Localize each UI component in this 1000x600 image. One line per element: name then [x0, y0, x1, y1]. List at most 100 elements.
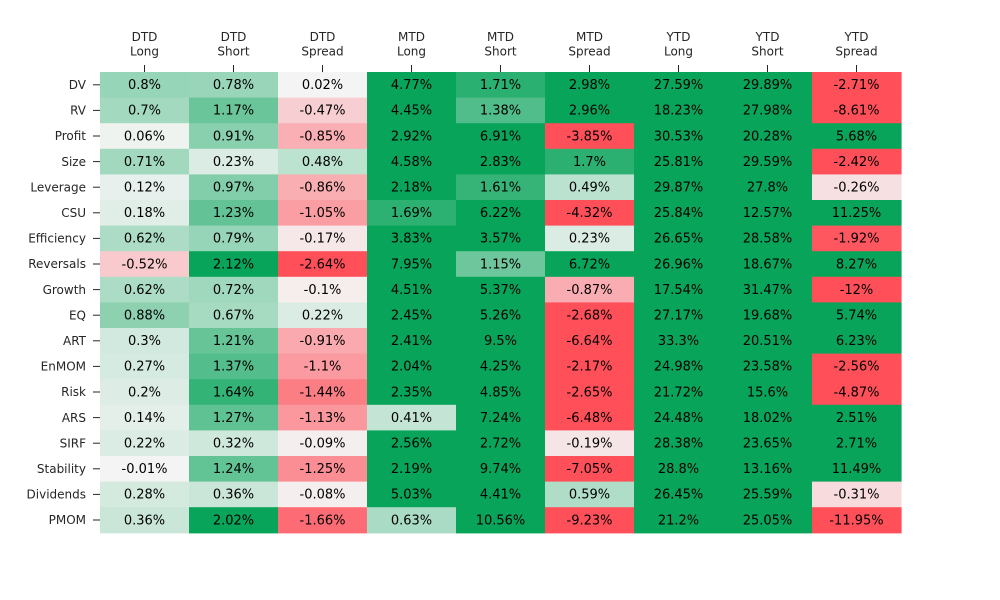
- heatmap-cell: [367, 148, 457, 175]
- heatmap-cell: [634, 481, 724, 508]
- heatmap-cell: [723, 276, 813, 303]
- heatmap-cell: [456, 97, 546, 124]
- heatmap-cell: [278, 328, 368, 355]
- heatmap-cell: [456, 379, 546, 406]
- heatmap-cell: [545, 379, 635, 406]
- heatmap-cell: [189, 251, 279, 278]
- heatmap-cell: [189, 507, 279, 534]
- heatmap-cell: [100, 200, 190, 227]
- cell-value-label: 1.37%: [213, 360, 254, 375]
- cell-value-label: 27.17%: [654, 309, 704, 324]
- heatmap-cell: [456, 148, 546, 175]
- cell-value-label: 1.64%: [213, 385, 254, 400]
- heatmap-cell: [723, 302, 813, 329]
- cell-value-label: 29.89%: [743, 78, 793, 93]
- heatmap-cell: [189, 174, 279, 201]
- cell-value-label: 2.56%: [391, 437, 432, 452]
- cell-value-label: 0.8%: [128, 78, 161, 93]
- row-label: Growth: [43, 283, 86, 297]
- cell-value-label: -0.09%: [300, 437, 346, 452]
- cell-value-label: -2.68%: [567, 309, 613, 324]
- cell-value-label: 0.2%: [128, 385, 161, 400]
- cell-value-label: -0.31%: [834, 488, 880, 503]
- cell-value-label: 1.61%: [480, 181, 521, 196]
- heatmap-cell: [634, 225, 724, 252]
- heatmap-cell: [723, 148, 813, 175]
- heatmap-cell: [634, 302, 724, 329]
- cell-value-label: -1.44%: [300, 385, 346, 400]
- heatmap-cell: [812, 200, 902, 227]
- heatmap-cell: [456, 302, 546, 329]
- cell-value-label: 2.92%: [391, 129, 432, 144]
- heatmap-cell: [189, 302, 279, 329]
- heatmap-cell: [545, 174, 635, 201]
- cell-value-label: 0.97%: [213, 181, 254, 196]
- cell-value-label: 29.59%: [743, 155, 793, 170]
- cell-value-label: -2.65%: [567, 385, 613, 400]
- heatmap-cell: [100, 328, 190, 355]
- cell-value-label: 5.68%: [836, 129, 877, 144]
- cell-value-label: 0.62%: [124, 232, 165, 247]
- heatmap-cell: [812, 276, 902, 303]
- heatmap-cell: [456, 200, 546, 227]
- column-labels: DTD Long DTD Short DTD Spread MTD Long MTD Short M…: [130, 30, 878, 72]
- cell-value-label: 0.23%: [213, 155, 254, 170]
- heatmap-cell: [456, 430, 546, 457]
- heatmap-cell: [100, 481, 190, 508]
- cell-value-label: 2.41%: [391, 334, 432, 349]
- cell-value-label: 13.16%: [743, 462, 793, 477]
- cell-value-label: 12.57%: [743, 206, 793, 221]
- cell-value-label: 27.59%: [654, 78, 704, 93]
- heatmap-cell: [545, 404, 635, 431]
- column-label: DTD Spread: [301, 30, 343, 59]
- row-labels: DV RV Profit Size Leverage CSU Efficiency Rever…: [27, 78, 100, 527]
- column-label: MTD Spread: [568, 30, 610, 59]
- heatmap-cell: [189, 225, 279, 252]
- cell-value-label: 3.83%: [391, 232, 432, 247]
- cell-value-label: -1.25%: [300, 462, 346, 477]
- heatmap-cell: [634, 404, 724, 431]
- cell-value-label: 2.51%: [836, 411, 877, 426]
- cell-value-label: 1.71%: [480, 78, 521, 93]
- cell-value-label: 1.21%: [213, 334, 254, 349]
- cell-value-label: -3.85%: [567, 129, 613, 144]
- cell-value-label: 0.79%: [213, 232, 254, 247]
- heatmap-cell: [100, 148, 190, 175]
- heatmap-cell: [100, 404, 190, 431]
- cell-value-label: 0.22%: [124, 437, 165, 452]
- heatmap-cell: [456, 481, 546, 508]
- cell-value-label: 6.23%: [836, 334, 877, 349]
- cell-value-label: 1.69%: [391, 206, 432, 221]
- cell-value-label: 18.67%: [743, 257, 793, 272]
- cell-value-label: 17.54%: [654, 283, 704, 298]
- cell-value-label: 2.98%: [569, 78, 610, 93]
- row-label: Stability: [37, 462, 86, 476]
- heatmap-cell: [545, 507, 635, 534]
- cell-value-label: 4.25%: [480, 360, 521, 375]
- heatmap-cell: [367, 276, 457, 303]
- heatmap-cell: [278, 123, 368, 150]
- cell-value-label: 25.81%: [654, 155, 704, 170]
- heatmap-cell: [456, 276, 546, 303]
- cell-value-label: 18.02%: [743, 411, 793, 426]
- cell-value-label: 1.17%: [213, 104, 254, 119]
- heatmap-cell: [812, 481, 902, 508]
- cell-value-label: -1.1%: [304, 360, 342, 375]
- cell-value-label: -8.61%: [834, 104, 880, 119]
- heatmap-cell: [100, 225, 190, 252]
- cell-value-label: -1.05%: [300, 206, 346, 221]
- heatmap-cell: [278, 379, 368, 406]
- cell-value-label: 28.8%: [658, 462, 699, 477]
- heatmap-cell: [723, 507, 813, 534]
- cell-value-label: 4.51%: [391, 283, 432, 298]
- cell-value-label: 27.98%: [743, 104, 793, 119]
- heatmap-cell: [545, 456, 635, 483]
- cell-value-label: -0.85%: [300, 129, 346, 144]
- cell-value-label: -1.13%: [300, 411, 346, 426]
- cell-value-label: 2.02%: [213, 513, 254, 528]
- heatmap-cell: [723, 430, 813, 457]
- heatmap-cell: [723, 379, 813, 406]
- cell-value-label: 4.77%: [391, 78, 432, 93]
- cell-value-label: 0.67%: [213, 309, 254, 324]
- heatmap-cell: [189, 481, 279, 508]
